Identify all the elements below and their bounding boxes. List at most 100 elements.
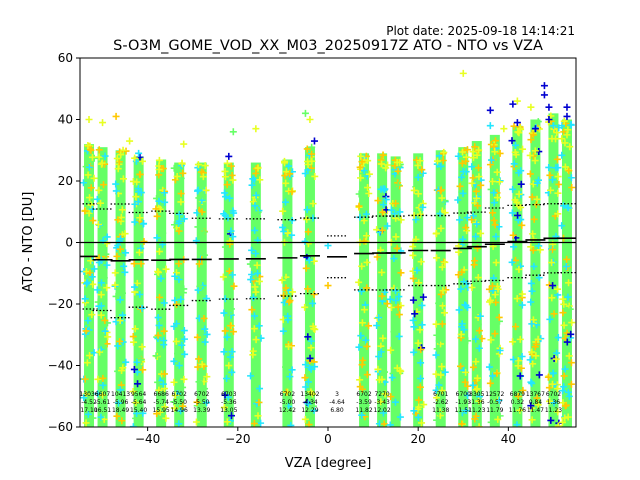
bin-marker: [302, 361, 310, 369]
bin-marker: [302, 264, 310, 272]
bin-marker: [437, 187, 445, 195]
bin-marker: [567, 174, 575, 182]
bin-marker: [558, 418, 566, 426]
outlier-marker: [459, 69, 467, 77]
bin-marker: [554, 164, 562, 172]
bin-marker: [561, 402, 569, 410]
bin-marker: [433, 416, 441, 424]
bin-marker: [459, 189, 467, 197]
outlier-marker: [540, 82, 548, 90]
bin-marker: [221, 212, 229, 220]
bin-marker: [174, 350, 182, 358]
bin-marker: [84, 317, 92, 325]
bin-marker: [561, 139, 569, 147]
bin-marker: [531, 157, 539, 165]
bin-marker: [418, 419, 426, 427]
bin-std-label: 18.49: [112, 407, 129, 414]
bin-marker: [379, 409, 387, 417]
bin-marker: [130, 260, 138, 268]
y-axis: −60 −40 −20 0 20 40 60: [48, 51, 80, 434]
bin-marker: [491, 221, 499, 229]
bin-marker: [279, 223, 287, 231]
bin-marker: [194, 363, 202, 371]
bin-marker: [156, 408, 164, 416]
bin-marker: [311, 363, 319, 371]
bin-marker: [248, 306, 256, 314]
bin-marker: [96, 348, 104, 356]
bin-marker: [309, 200, 317, 208]
bin-top-marker: [159, 165, 167, 173]
bin-marker: [355, 278, 363, 286]
bin-marker: [221, 243, 229, 251]
bin-marker: [161, 403, 169, 411]
bin-std-label: 11.23: [468, 407, 485, 414]
bin-top-marker: [462, 157, 470, 165]
bin-marker: [171, 272, 179, 280]
bin-marker: [135, 248, 143, 256]
bin-marker: [492, 298, 500, 306]
bin-marker: [82, 419, 90, 427]
bin-marker: [279, 327, 287, 335]
bin-std-label: 11.47: [527, 407, 544, 414]
bin-marker: [154, 268, 162, 276]
bin-marker: [416, 383, 424, 391]
vza-bin-22: [543, 112, 564, 427]
bin-marker: [89, 280, 97, 288]
bin-core-column: [458, 147, 469, 427]
bin-mean-label: -3.59: [356, 399, 372, 406]
bin-marker: [516, 406, 524, 414]
bin-marker: [201, 338, 209, 346]
bin-marker: [441, 258, 449, 266]
bin-marker: [417, 359, 425, 367]
bin-marker: [93, 286, 101, 294]
bin-marker: [114, 342, 122, 350]
y-tick-label: −40: [48, 359, 73, 373]
bin-marker: [554, 210, 562, 218]
bin-marker: [223, 374, 231, 382]
bin-marker: [440, 309, 448, 317]
bin-marker: [528, 287, 536, 295]
bin-marker: [287, 421, 295, 427]
bin-marker: [221, 327, 229, 335]
bin-marker: [495, 396, 503, 404]
bin-marker: [388, 374, 396, 382]
bin-marker: [469, 363, 477, 371]
outlier-marker: [545, 103, 553, 111]
bin-marker: [381, 390, 389, 398]
bin-marker: [278, 276, 286, 284]
bin-marker: [94, 298, 102, 306]
bin-top-marker: [88, 153, 96, 161]
bin-marker: [221, 189, 229, 197]
bin-marker: [356, 383, 364, 391]
bin-marker: [395, 311, 403, 319]
bin-marker: [288, 288, 296, 296]
bin-marker: [116, 337, 124, 345]
bin-marker: [116, 245, 124, 253]
bin-marker: [564, 204, 572, 212]
bin-marker: [363, 284, 371, 292]
bin-marker: [513, 421, 521, 427]
bin-top-marker: [459, 148, 467, 156]
bin-marker: [170, 378, 178, 386]
bin-marker: [130, 365, 138, 373]
bin-top-marker: [364, 157, 372, 165]
bin-core-column: [561, 119, 572, 427]
bin-marker: [468, 163, 476, 171]
bin-marker: [567, 330, 575, 338]
bin-marker: [118, 417, 126, 425]
bin-marker: [358, 262, 366, 270]
bin-marker: [195, 260, 203, 268]
bin-marker: [94, 221, 102, 229]
bin-marker: [86, 194, 94, 202]
bin-marker: [89, 414, 97, 422]
bin-marker: [99, 294, 107, 302]
bin-marker: [129, 387, 137, 395]
bin-marker: [87, 184, 95, 192]
bin-mean-label: -5.36: [221, 399, 237, 406]
bin-marker: [563, 329, 571, 337]
vza-bin-2: [110, 146, 131, 427]
bin-marker: [135, 188, 143, 196]
bin-marker: [432, 351, 440, 359]
plot-date-label: Plot date: 2025-09-18 14:14:21: [386, 24, 575, 38]
bin-marker: [464, 337, 472, 345]
